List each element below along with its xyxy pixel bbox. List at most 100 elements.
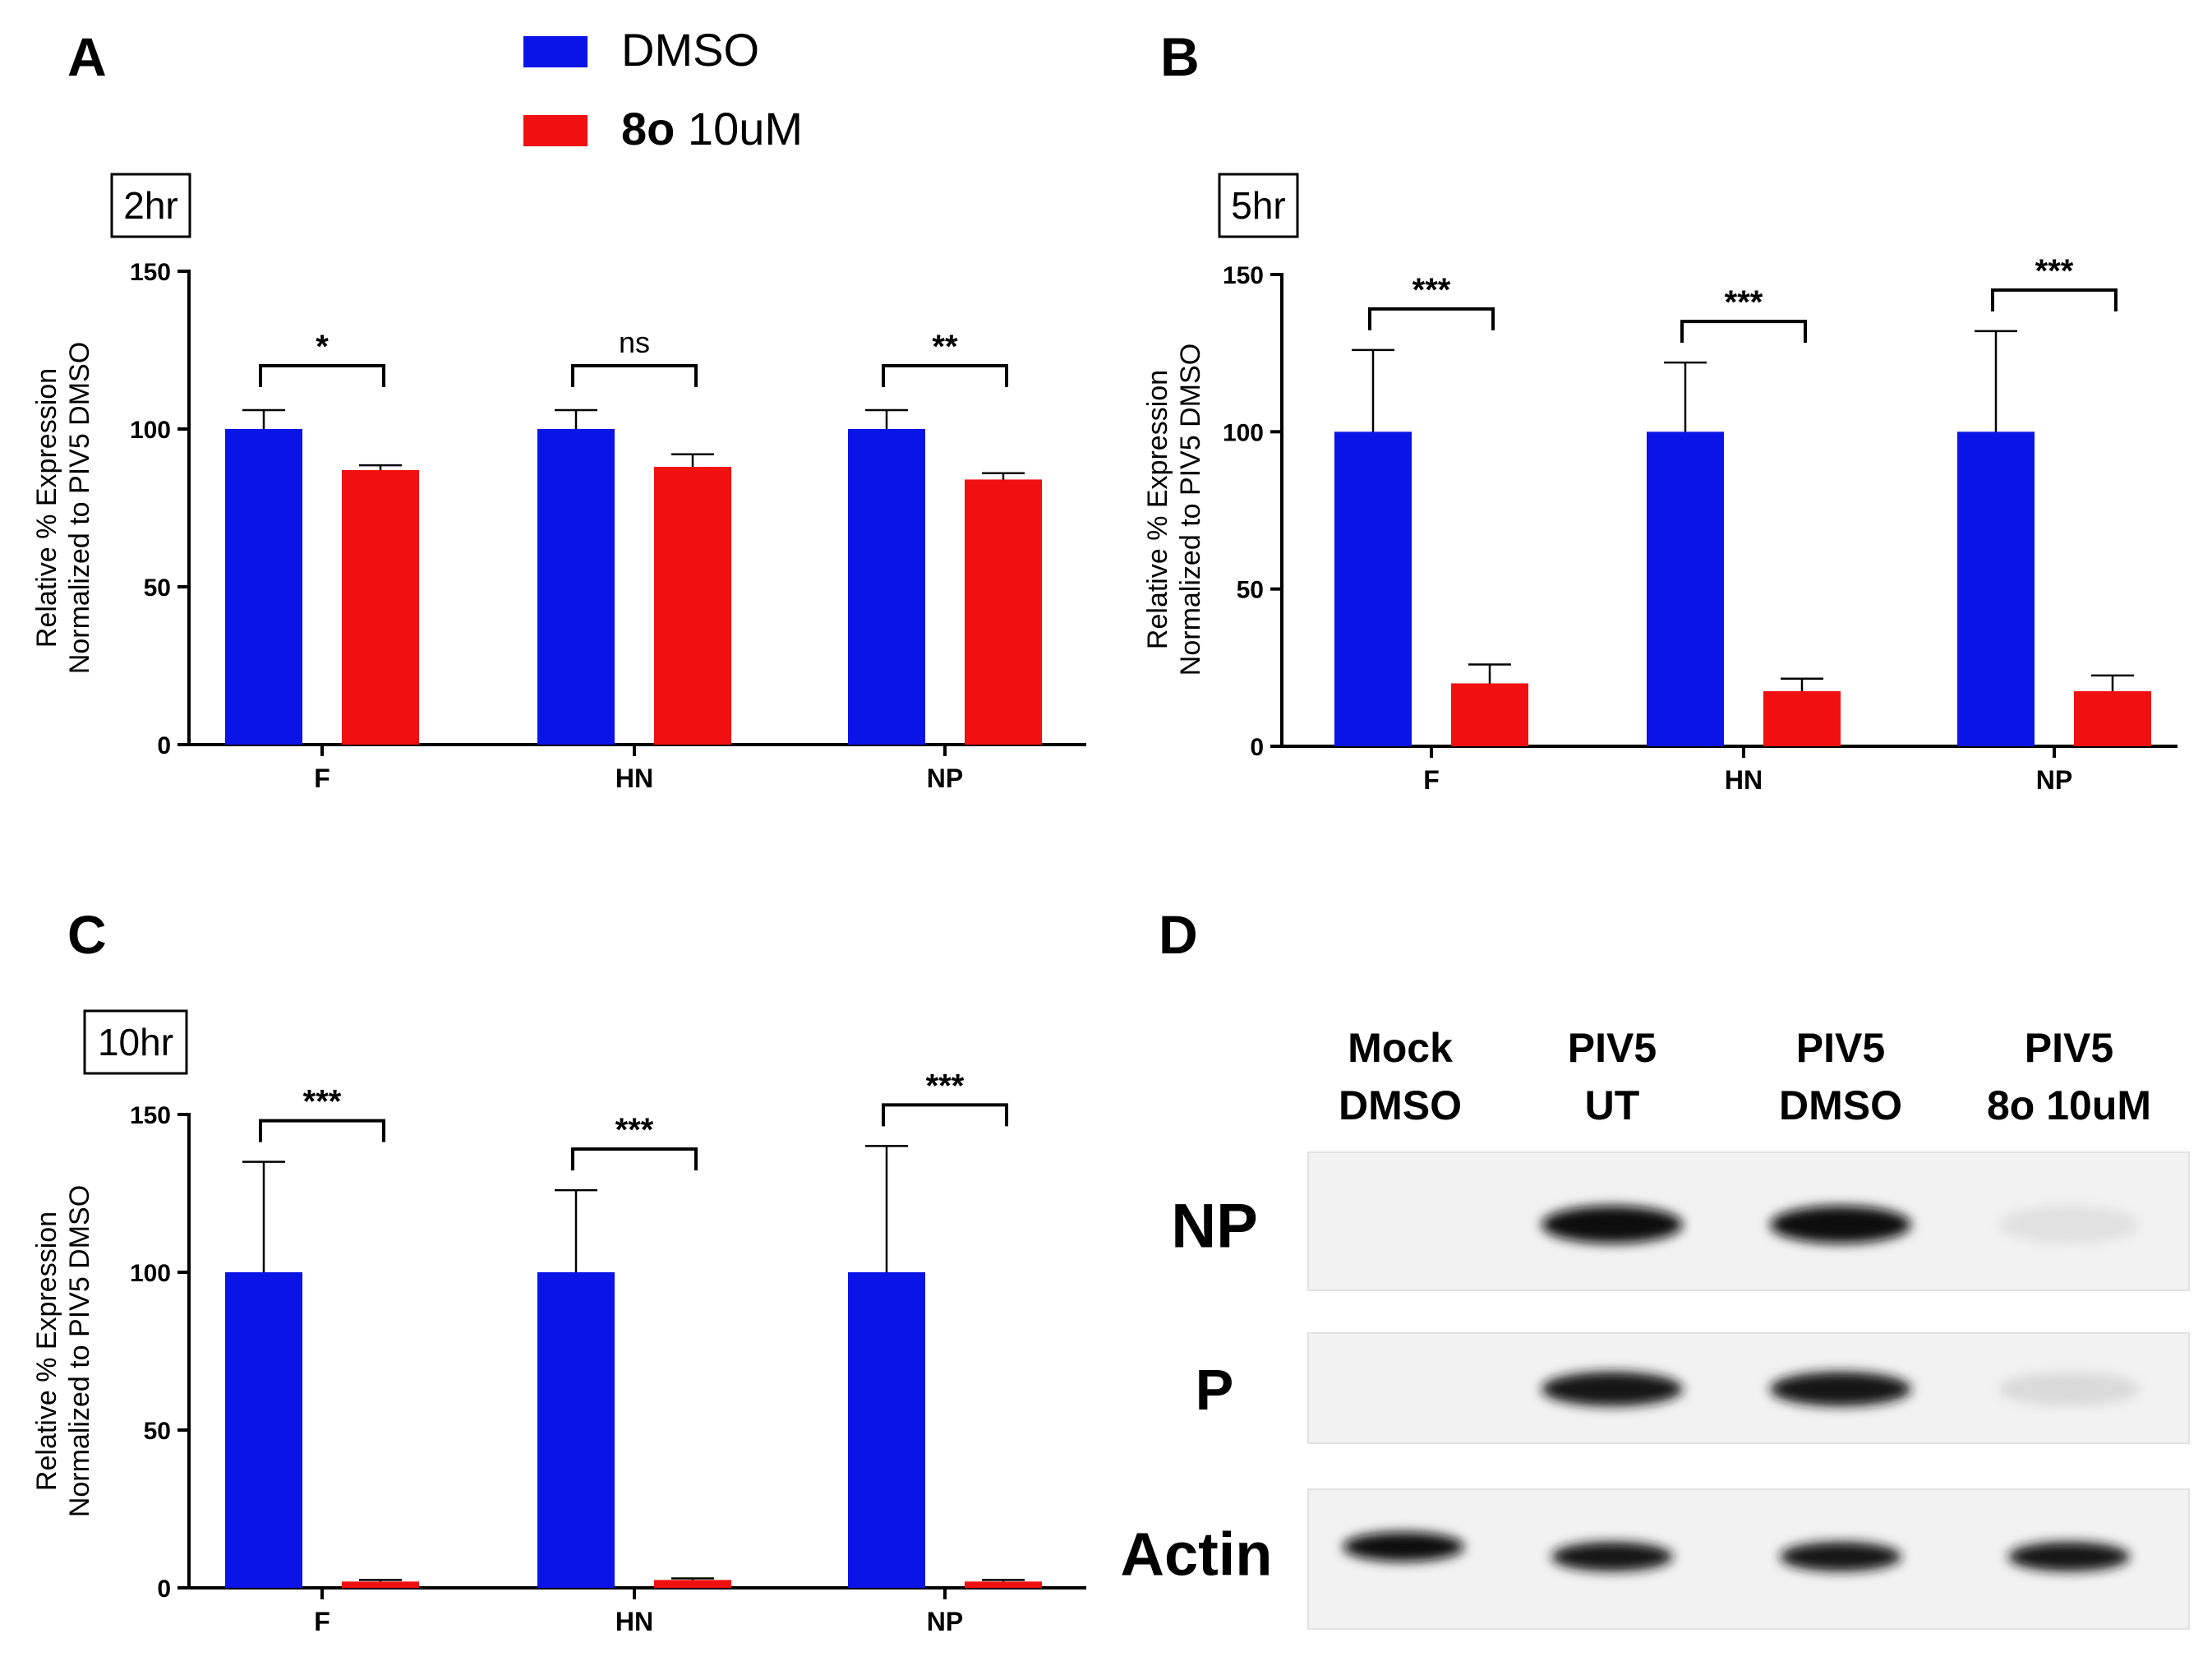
significance-bracket <box>259 1119 385 1142</box>
chart-panel-a: A 2hr Relative % Expression Normalized to P… <box>31 26 1086 793</box>
bar-8o-hn <box>654 1580 731 1588</box>
y-tick-label: 50 <box>1237 577 1264 604</box>
band <box>1998 1372 2140 1406</box>
significance-bracket <box>1991 288 2118 311</box>
bar-dmso-hn <box>537 429 615 745</box>
significance-label: ns <box>619 325 650 359</box>
x-tick-label: NP <box>2036 765 2072 795</box>
bar-8o-f <box>342 1581 419 1588</box>
blot-strip-p <box>1307 1332 2190 1444</box>
chart-panel-c: C 10hr Relative % Expression Normalized to … <box>31 904 1086 1636</box>
x-tick-label: HN <box>615 1607 653 1636</box>
y-tick-label: 50 <box>144 1418 171 1445</box>
bar-8o-hn <box>1763 691 1841 746</box>
western-blot-panel: D Mock DMSO PIV5 UT PIV5 DMSO PIV5 8o 10uM NP P Ac… <box>1121 904 2190 1630</box>
significance-bracket <box>571 364 698 387</box>
legend-label-8o: 8o 10uM <box>621 103 803 155</box>
significance-bracket <box>259 364 385 387</box>
y-axis-label-line2: Normalized to PIV5 DMSO <box>64 342 95 674</box>
bar-dmso-hn <box>1647 431 1724 746</box>
y-axis-label-line2: Normalized to PIV5 DMSO <box>1175 344 1206 676</box>
time-label-box <box>83 1009 188 1075</box>
bar-8o-np <box>2074 691 2151 746</box>
band <box>1780 1542 1901 1571</box>
panel-letter: A <box>67 26 107 87</box>
chart-panel-b: B 5hr Relative % Expression Normalized to P… <box>1142 26 2177 795</box>
bar-dmso-f <box>1334 431 1412 746</box>
y-axis-label-line1: Relative % Expression <box>31 1211 62 1491</box>
y-tick-label: 0 <box>157 1576 171 1603</box>
y-tick-label: 100 <box>130 1260 171 1287</box>
bar-dmso-hn <box>537 1272 615 1588</box>
band <box>1541 1372 1683 1406</box>
time-label: 5hr <box>1231 184 1285 227</box>
x-tick-label: F <box>314 764 330 793</box>
y-axis-label-line1: Relative % Expression <box>1142 370 1173 649</box>
x-tick-label: F <box>314 1607 330 1636</box>
band <box>1551 1542 1673 1571</box>
band-label-p: P <box>1196 1358 1234 1422</box>
bar-dmso-f <box>225 429 302 745</box>
significance-label: *** <box>1725 284 1763 321</box>
x-tick-label: HN <box>1725 765 1763 795</box>
x-tick-label: NP <box>927 764 963 793</box>
legend-label-dmso: DMSO <box>621 24 759 76</box>
y-axis-label-line2: Normalized to PIV5 DMSO <box>64 1185 95 1517</box>
significance-label: *** <box>615 1112 654 1148</box>
bar-dmso-np <box>848 1272 925 1588</box>
band <box>1770 1206 1911 1243</box>
significance-label: * <box>316 329 329 365</box>
band <box>1343 1532 1464 1562</box>
bar-8o-np <box>965 1581 1042 1588</box>
legend-swatch-dmso <box>523 36 588 67</box>
lane-label-line2: UT <box>1585 1082 1640 1128</box>
significance-bracket <box>571 1147 698 1171</box>
y-tick-label: 150 <box>1223 262 1264 289</box>
lane-label-line2: 8o 10uM <box>1987 1082 2151 1128</box>
bar-8o-hn <box>654 467 731 745</box>
band-label-actin: Actin <box>1121 1520 1273 1589</box>
band <box>1541 1206 1683 1243</box>
bar-dmso-np <box>848 429 925 745</box>
legend: DMSO 8o 10uM <box>523 24 803 155</box>
significance-bracket <box>882 364 1008 387</box>
panel-letter-d: D <box>1159 904 1198 965</box>
band <box>2008 1542 2130 1571</box>
significance-label: *** <box>303 1084 342 1120</box>
time-label: 10hr <box>98 1021 173 1064</box>
y-tick-label: 0 <box>157 732 171 759</box>
panel-letter: B <box>1160 26 1200 87</box>
time-label-box <box>1218 173 1299 238</box>
significance-label: *** <box>1412 272 1451 308</box>
panel-letter: C <box>67 904 107 965</box>
lane-label-line2: DMSO <box>1339 1082 1462 1128</box>
y-tick-label: 100 <box>130 417 171 444</box>
significance-label: *** <box>926 1068 965 1104</box>
y-tick-label: 150 <box>130 1102 171 1129</box>
lane-label-line1: PIV5 <box>1796 1025 1885 1071</box>
time-label-box <box>110 173 191 238</box>
bar-8o-f <box>342 469 419 745</box>
y-tick-label: 0 <box>1250 734 1264 761</box>
band <box>1998 1206 2140 1243</box>
y-tick-label: 100 <box>1223 419 1264 446</box>
legend-swatch-8o <box>523 115 588 146</box>
bar-8o-np <box>965 479 1042 745</box>
significance-bracket <box>882 1103 1008 1127</box>
lane-label-line2: DMSO <box>1779 1082 1902 1128</box>
x-tick-label: F <box>1423 765 1440 795</box>
significance-label: ** <box>932 329 958 365</box>
significance-bracket <box>1368 307 1495 330</box>
time-label: 2hr <box>123 184 177 227</box>
significance-bracket <box>1680 320 1807 344</box>
y-axis-label-line1: Relative % Expression <box>31 368 62 648</box>
bar-8o-f <box>1451 683 1528 746</box>
y-tick-label: 50 <box>144 574 171 602</box>
bar-dmso-f <box>225 1272 302 1588</box>
lane-label-line1: PIV5 <box>1568 1025 1657 1071</box>
band-label-np: NP <box>1171 1191 1258 1261</box>
x-tick-label: HN <box>615 764 653 793</box>
band <box>1770 1372 1911 1406</box>
